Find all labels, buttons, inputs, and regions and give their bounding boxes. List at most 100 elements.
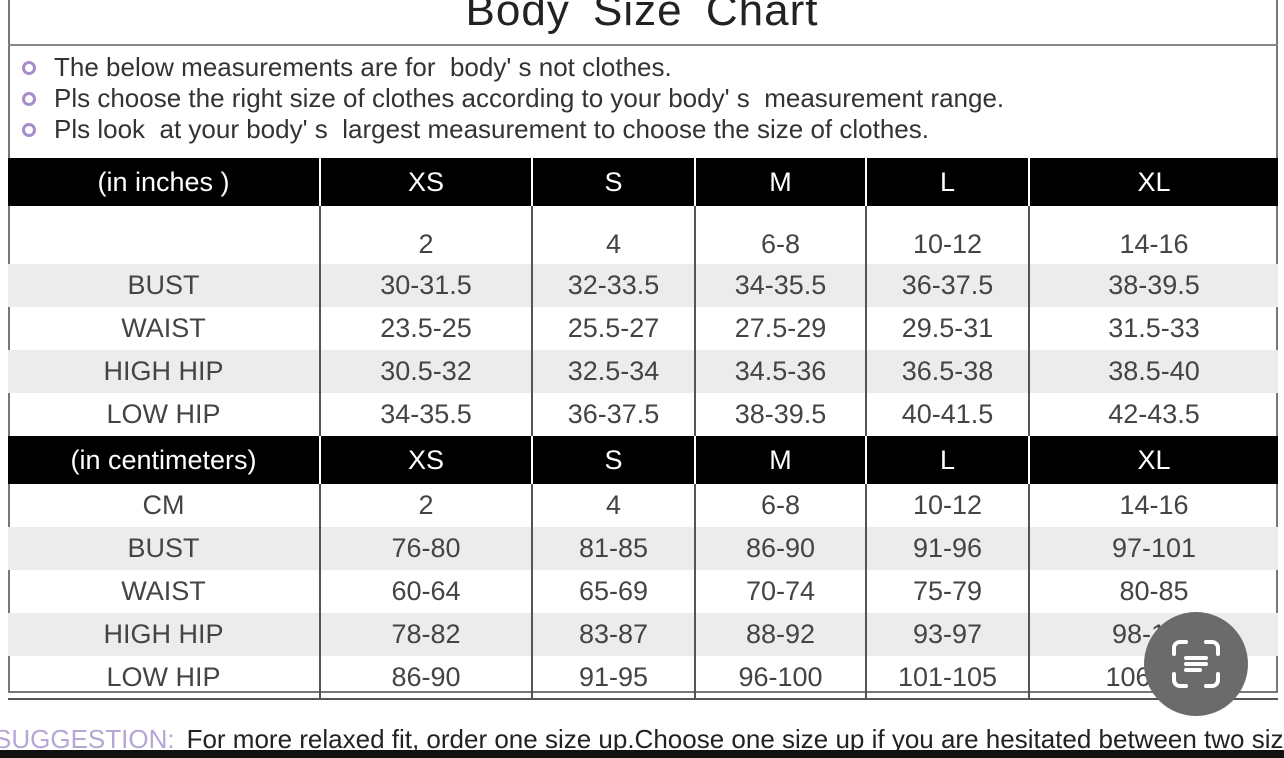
page-title: Body Size Chart: [465, 0, 819, 35]
table-row: BUST 30-31.5 32-33.5 34-35.5 36-37.5 38-39.5: [8, 264, 1278, 307]
table-cell: 65-69: [531, 570, 695, 613]
row-label: WAIST: [121, 576, 206, 606]
table-cell: 36.5-38: [865, 350, 1029, 393]
row-label: BUST: [8, 527, 320, 570]
table-cell: 83-87: [531, 613, 695, 656]
header-row-centimeters: (in centimeters) XS S M L XL: [8, 436, 1278, 484]
table-row: WAIST 60-64 65-69 70-74 75-79 80-85: [8, 570, 1278, 613]
row-label: WAIST: [121, 313, 206, 343]
table-cell: 38.5-40: [1028, 350, 1278, 393]
table-row: 2 4 6-8 10-12 14-16: [8, 206, 1278, 264]
table-cell: 86-90: [319, 656, 532, 699]
table-cell: 14-16: [1028, 484, 1278, 527]
row-label: HIGH HIP: [8, 350, 320, 393]
table-cell: 30-31.5: [319, 264, 532, 307]
table-cell: 30.5-32: [319, 350, 532, 393]
divider: [0, 750, 1284, 758]
header-row-inches: (in inches ) XS S M L XL: [8, 158, 1278, 206]
note-text: Pls choose the right size of clothes acc…: [54, 83, 1005, 113]
row-label: [8, 206, 320, 264]
size-header: S: [531, 436, 695, 484]
table-row: HIGH HIP 30.5-32 32.5-34 34.5-36 36.5-38 38.5…: [8, 350, 1278, 393]
table-cell: 97-101: [1028, 527, 1278, 570]
bullet-icon: [22, 60, 36, 75]
table-cell: 81-85: [531, 527, 695, 570]
size-header: M: [694, 436, 866, 484]
table-cell: 27.5-29: [694, 307, 866, 350]
row-label: BUST: [8, 264, 320, 307]
table-cell: 34-35.5: [694, 264, 866, 307]
table-row: BUST 76-80 81-85 86-90 91-96 97-101: [8, 527, 1278, 570]
suggestion: SUGGESTION: For more relaxed fit, order o…: [0, 724, 1284, 755]
suggestion-text: For more relaxed fit, order one size up.…: [186, 724, 1284, 754]
row-label: LOW HIP: [106, 661, 221, 692]
size-header: S: [531, 158, 695, 206]
table-row: LOW HIP 34-35.5 36-37.5 38-39.5 40-41.5 42-43…: [8, 393, 1278, 436]
size-header: L: [865, 158, 1029, 206]
table-cell: 36-37.5: [531, 393, 695, 436]
table-cell: 32-33.5: [531, 264, 695, 307]
bullet-icon: [22, 122, 36, 137]
table-cell: 96-100: [694, 656, 866, 699]
table-cell: 23.5-25: [319, 307, 532, 350]
table-cell: 32.5-34: [531, 350, 695, 393]
size-header: XL: [1028, 436, 1278, 484]
unit-header: (in inches ): [8, 158, 320, 206]
table-cell: 40-41.5: [865, 393, 1029, 436]
table-cell: 42-43.5: [1028, 393, 1278, 436]
table-row: CM 2 4 6-8 10-12 14-16: [8, 484, 1278, 527]
table-cell: 4: [531, 484, 695, 527]
table-cell: 76-80: [319, 527, 532, 570]
row-label: HIGH HIP: [8, 613, 320, 656]
table-cell: 38-39.5: [694, 393, 866, 436]
table-cell: 101-105: [865, 656, 1029, 699]
note-text: Pls look at your body' s largest measure…: [54, 114, 929, 144]
size-header: XS: [319, 158, 532, 206]
notes-list: The below measurements are for body' s n…: [22, 52, 1004, 145]
table-cell: 34.5-36: [694, 350, 866, 393]
table-cell: 31.5-33: [1028, 307, 1278, 350]
table-cell: 60-64: [319, 570, 532, 613]
table-cell: 25.5-27: [531, 307, 695, 350]
size-header: XS: [319, 436, 532, 484]
table-cell: 91-95: [531, 656, 695, 699]
scan-text-button[interactable]: [1144, 612, 1248, 716]
table-cell: 86-90: [694, 527, 866, 570]
table-cell: 29.5-31: [865, 307, 1029, 350]
table-row: WAIST 23.5-25 25.5-27 27.5-29 29.5-31 31.5-33: [8, 307, 1278, 350]
size-header: L: [865, 436, 1029, 484]
table-cell: 6-8: [694, 484, 866, 527]
table-cell: 70-74: [694, 570, 866, 613]
bullet-icon: [22, 91, 36, 106]
table-cell: 80-85: [1028, 570, 1278, 613]
table-cell: 2: [319, 484, 532, 527]
table-cell: 78-82: [319, 613, 532, 656]
table-cell: 88-92: [694, 613, 866, 656]
note-item: Pls look at your body' s largest measure…: [22, 114, 1004, 145]
scan-text-icon: [1172, 640, 1220, 688]
table-cell: 91-96: [865, 527, 1029, 570]
suggestion-label: SUGGESTION:: [0, 724, 175, 754]
table-cell: 10-12: [865, 206, 1029, 264]
unit-header: (in centimeters): [8, 436, 320, 484]
table-cell: 14-16: [1028, 206, 1278, 264]
table-cell: 4: [531, 206, 695, 264]
divider: [8, 44, 1278, 46]
table-cell: 93-97: [865, 613, 1029, 656]
table-cell: 75-79: [865, 570, 1029, 613]
table-cell: 6-8: [694, 206, 866, 264]
table-cell: 34-35.5: [319, 393, 532, 436]
table-cell: 36-37.5: [865, 264, 1029, 307]
note-text: The below measurements are for body' s n…: [54, 52, 672, 82]
size-table: (in inches ) XS S M L XL 2 4 6-8 10-12 14-16 BUST 30…: [8, 158, 1278, 700]
row-label: LOW HIP: [106, 399, 221, 429]
size-header: XL: [1028, 158, 1278, 206]
note-item: Pls choose the right size of clothes acc…: [22, 83, 1004, 114]
table-cell: 38-39.5: [1028, 264, 1278, 307]
size-header: M: [694, 158, 866, 206]
note-item: The below measurements are for body' s n…: [22, 52, 1004, 83]
row-label: CM: [142, 490, 185, 520]
table-cell: 10-12: [865, 484, 1029, 527]
